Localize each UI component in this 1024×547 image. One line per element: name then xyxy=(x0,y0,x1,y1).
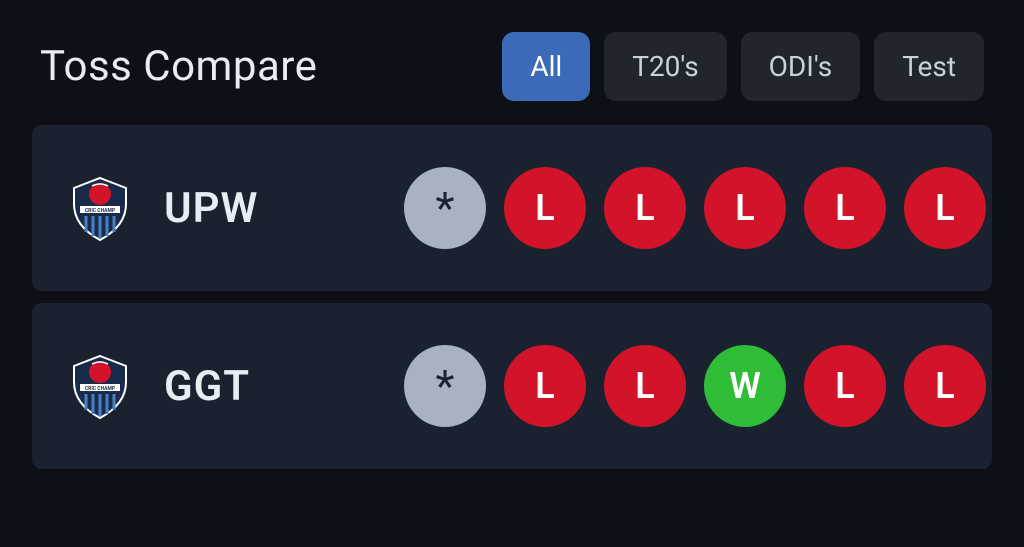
team-row: CRIC CHAMP GGT * L L W L L xyxy=(32,303,992,469)
page-title: Toss Compare xyxy=(40,42,317,91)
team-info: CRIC CHAMP GGT xyxy=(64,350,404,422)
result-chip-current: * xyxy=(404,167,486,249)
team-results: * L L L L L xyxy=(404,167,992,249)
result-chip-loss: L xyxy=(904,345,986,427)
result-chip-loss: L xyxy=(604,345,686,427)
result-chip-win: W xyxy=(704,345,786,427)
svg-text:CRIC CHAMP: CRIC CHAMP xyxy=(85,386,116,392)
svg-text:CRIC CHAMP: CRIC CHAMP xyxy=(85,208,116,214)
tab-odi[interactable]: ODI's xyxy=(741,32,861,101)
team-name: UPW xyxy=(164,184,258,233)
header: Toss Compare All T20's ODI's Test xyxy=(0,0,1024,125)
tab-test[interactable]: Test xyxy=(874,32,984,101)
team-info: CRIC CHAMP UPW xyxy=(64,172,404,244)
team-logo-icon: CRIC CHAMP xyxy=(64,350,136,422)
result-chip-loss: L xyxy=(504,345,586,427)
team-results: * L L W L L xyxy=(404,345,992,427)
result-chip-loss: L xyxy=(804,345,886,427)
result-chip-current: * xyxy=(404,345,486,427)
teams-list: CRIC CHAMP UPW * L L L L L xyxy=(0,125,1024,469)
result-chip-loss: L xyxy=(904,167,986,249)
result-chip-loss: L xyxy=(604,167,686,249)
team-logo-icon: CRIC CHAMP xyxy=(64,172,136,244)
tab-all[interactable]: All xyxy=(502,32,590,101)
result-chip-loss: L xyxy=(804,167,886,249)
team-row: CRIC CHAMP UPW * L L L L L xyxy=(32,125,992,291)
tab-t20[interactable]: T20's xyxy=(604,32,726,101)
team-name: GGT xyxy=(164,362,250,411)
result-chip-loss: L xyxy=(704,167,786,249)
format-tabs: All T20's ODI's Test xyxy=(502,32,984,101)
result-chip-loss: L xyxy=(504,167,586,249)
